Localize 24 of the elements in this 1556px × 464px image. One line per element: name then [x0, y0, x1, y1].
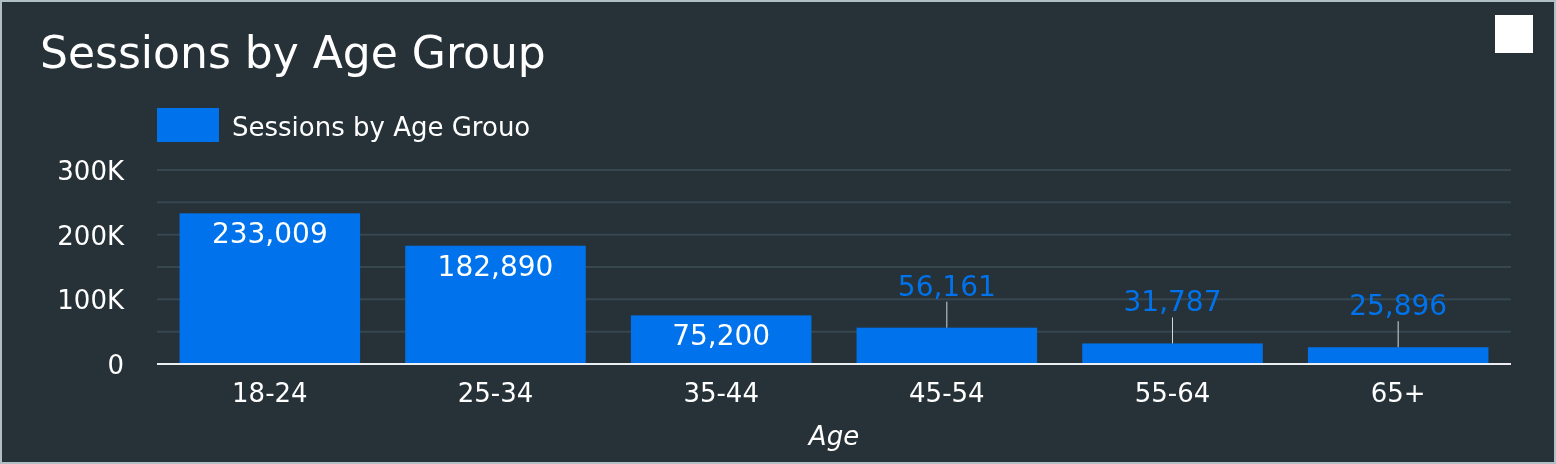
data-label: 56,161	[897, 269, 996, 303]
legend-label: Sessions by Age Grouo	[232, 112, 531, 142]
bar	[1307, 347, 1489, 364]
x-tick-label: 55-64	[1134, 378, 1211, 408]
x-tick-label: 18-24	[232, 378, 308, 408]
data-label: 75,200	[672, 319, 771, 353]
y-tick-label: 0	[107, 350, 124, 380]
y-tick-label: 300K	[57, 156, 125, 186]
y-tick-label: 200K	[57, 220, 125, 251]
x-tick-label: 45-54	[909, 378, 985, 408]
data-label: 31,787	[1123, 285, 1222, 319]
x-tick-label: 65+	[1370, 378, 1426, 408]
x-tick-label: 35-44	[683, 378, 759, 408]
x-axis-title: Age	[806, 421, 860, 451]
bar	[179, 213, 361, 364]
bar	[1082, 343, 1263, 364]
chart-title: Sessions by Age Group	[40, 27, 546, 78]
data-label: 25,896	[1349, 289, 1448, 323]
bar	[856, 327, 1038, 364]
y-tick-label: 100K	[57, 285, 125, 316]
data-label: 233,009	[211, 217, 328, 251]
data-label: 182,890	[437, 249, 554, 283]
x-tick-label: 25-34	[457, 378, 534, 408]
bar	[405, 245, 586, 364]
